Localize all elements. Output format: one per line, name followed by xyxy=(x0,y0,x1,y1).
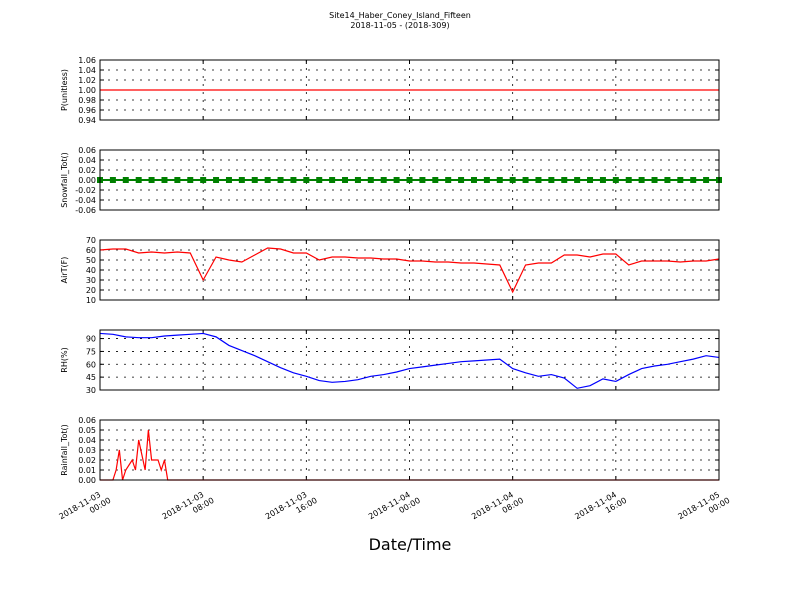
data-marker xyxy=(419,177,426,183)
data-marker xyxy=(200,177,207,183)
data-marker xyxy=(599,177,606,183)
data-marker xyxy=(354,177,361,183)
data-marker xyxy=(406,177,413,183)
data-marker xyxy=(496,177,503,183)
data-marker xyxy=(161,177,168,183)
y-tick-label: 60 xyxy=(86,246,96,255)
data-marker xyxy=(458,177,465,183)
data-marker xyxy=(148,177,155,183)
data-marker xyxy=(664,177,671,183)
y-tick-label: 1.06 xyxy=(78,56,96,65)
data-line xyxy=(99,247,720,294)
data-marker xyxy=(329,177,336,183)
y-tick-label: 0.02 xyxy=(78,166,96,175)
y-tick-label: 40 xyxy=(86,266,96,275)
data-marker xyxy=(651,177,658,183)
data-marker xyxy=(367,177,374,183)
plot-frame xyxy=(99,419,720,481)
data-marker xyxy=(251,177,258,183)
data-marker xyxy=(703,177,710,183)
plot-frame xyxy=(99,59,720,121)
y-tick-label: 1.00 xyxy=(78,86,96,95)
data-marker xyxy=(690,177,697,183)
data-marker xyxy=(122,177,129,183)
data-marker xyxy=(548,177,555,183)
y-tick-label: 1.04 xyxy=(78,66,96,75)
y-axis-label: Rainfall_Tot() xyxy=(60,424,69,476)
y-tick-label: 0.02 xyxy=(78,456,96,465)
data-marker xyxy=(638,177,645,183)
y-tick-label: 70 xyxy=(86,236,96,245)
y-tick-label: 90 xyxy=(86,335,96,344)
data-marker xyxy=(587,177,594,183)
data-line xyxy=(99,332,720,389)
y-tick-label: 0.01 xyxy=(78,466,96,475)
plot-frame xyxy=(99,149,720,211)
data-marker xyxy=(264,177,271,183)
y-tick-label: 0.04 xyxy=(78,156,96,165)
y-tick-label: 50 xyxy=(86,256,96,265)
data-marker xyxy=(380,177,387,183)
y-tick-label: 0.96 xyxy=(78,106,96,115)
data-marker xyxy=(625,177,632,183)
y-tick-label: 1.02 xyxy=(78,76,96,85)
plot-frame xyxy=(99,239,720,301)
y-tick-label: -0.06 xyxy=(75,206,96,215)
y-tick-label: -0.02 xyxy=(75,186,96,195)
y-axis-label: Snowfall_Tot() xyxy=(60,152,69,208)
y-tick-label: 60 xyxy=(86,360,96,369)
data-marker xyxy=(277,177,284,183)
data-marker xyxy=(535,177,542,183)
y-tick-label: 30 xyxy=(86,386,96,395)
y-tick-label: 0.03 xyxy=(78,446,96,455)
figure-title: Site14_Haber_Coney_Island_Fifteen xyxy=(329,11,471,20)
y-tick-label: 75 xyxy=(86,347,96,356)
y-tick-label: 45 xyxy=(86,373,96,382)
data-marker xyxy=(135,177,142,183)
y-tick-label: 20 xyxy=(86,286,96,295)
data-marker xyxy=(316,177,323,183)
y-tick-label: 0.05 xyxy=(78,426,96,435)
x-axis-label: Date/Time xyxy=(369,535,452,554)
data-marker xyxy=(470,177,477,183)
data-marker xyxy=(238,177,245,183)
data-marker xyxy=(522,177,529,183)
y-tick-label: 0.94 xyxy=(78,116,96,125)
data-marker xyxy=(432,177,439,183)
y-tick-label: 0.06 xyxy=(78,416,96,425)
y-tick-label: 0.00 xyxy=(78,476,96,485)
data-marker xyxy=(187,177,194,183)
data-marker xyxy=(342,177,349,183)
data-marker xyxy=(509,177,516,183)
y-tick-label: 0.00 xyxy=(78,176,96,185)
data-marker xyxy=(393,177,400,183)
data-marker xyxy=(445,177,452,183)
data-marker xyxy=(174,177,181,183)
y-axis-label: AirT(F) xyxy=(60,257,69,284)
data-line xyxy=(100,429,719,481)
data-marker xyxy=(677,177,684,183)
data-marker xyxy=(109,177,116,183)
figure-subtitle: 2018-11-05 - (2018-309) xyxy=(350,21,449,30)
y-tick-label: 30 xyxy=(86,276,96,285)
y-axis-label: RH(%) xyxy=(60,347,69,372)
y-tick-label: 0.06 xyxy=(78,146,96,155)
data-marker xyxy=(483,177,490,183)
plot-frame xyxy=(99,329,720,391)
data-marker xyxy=(612,177,619,183)
data-marker xyxy=(303,177,310,183)
data-marker xyxy=(561,177,568,183)
data-marker xyxy=(290,177,297,183)
data-marker xyxy=(574,177,581,183)
data-marker xyxy=(213,177,220,183)
data-marker xyxy=(225,177,232,183)
y-tick-label: 0.04 xyxy=(78,436,96,445)
y-tick-label: 0.98 xyxy=(78,96,96,105)
y-axis-label: P(unitless) xyxy=(60,69,69,111)
y-tick-label: -0.04 xyxy=(75,196,96,205)
y-tick-label: 10 xyxy=(86,296,96,305)
